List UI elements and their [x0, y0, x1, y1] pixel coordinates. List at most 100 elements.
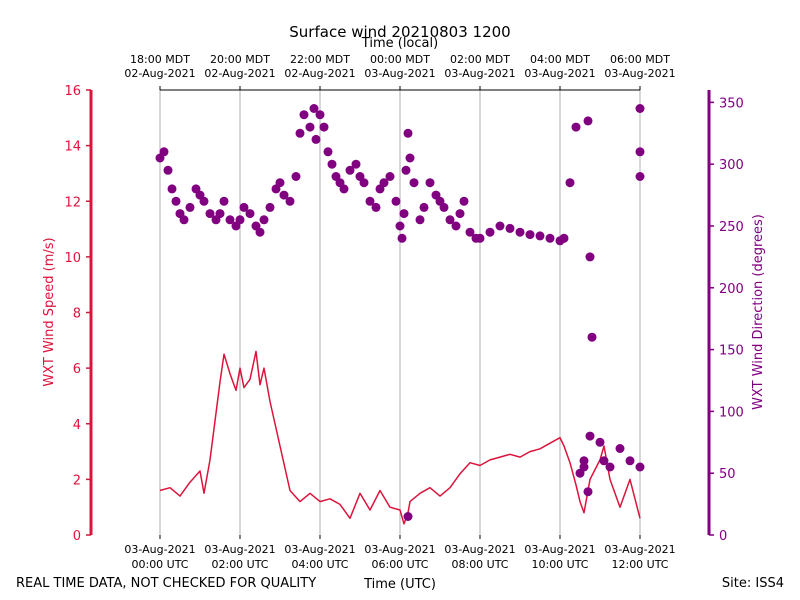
wind-direction-point: [535, 231, 545, 241]
grid-lines: [159, 90, 641, 535]
wind-direction-point: [445, 215, 455, 225]
wind-direction-point: [465, 227, 475, 237]
wind-direction-point: [455, 209, 465, 219]
wind-direction-point: [579, 462, 589, 472]
wind-direction-point: [585, 431, 595, 441]
wind-direction-point: [299, 110, 309, 120]
wind-direction-point: [305, 122, 315, 132]
wind-direction-point: [475, 233, 485, 243]
wind-direction-point: [285, 196, 295, 206]
x-top-tick-label-date: 03-Aug-2021: [604, 67, 675, 80]
wind-direction-point: [371, 202, 381, 212]
x-top-tick-label-time: 22:00 MDT: [290, 53, 350, 66]
wind-direction-point: [583, 487, 593, 497]
wind-direction-point: [625, 456, 635, 466]
y-axis-left-label: WXT Wind Speed (m/s): [42, 237, 57, 386]
x-tick-label-time: 04:00 UTC: [291, 558, 348, 571]
wind-direction-point: [505, 223, 515, 233]
y-left-tick-label: 10: [64, 251, 81, 266]
wind-direction-point: [345, 165, 355, 175]
wind-direction-point: [485, 227, 495, 237]
y-left-tick-label: 12: [64, 195, 81, 210]
x-tick-label-date: 03-Aug-2021: [604, 543, 675, 556]
wind-direction-point: [415, 215, 425, 225]
wind-direction-point: [459, 196, 469, 206]
wind-direction-point: [309, 104, 319, 113]
wind-direction-point: [583, 116, 593, 126]
site-label: Site: ISS4: [722, 576, 784, 591]
y-left-tick-label: 14: [64, 140, 81, 155]
wind-direction-point: [635, 172, 645, 181]
wind-direction-point: [635, 104, 645, 113]
y-right-tick-label: 350: [719, 96, 744, 111]
wind-direction-point: [579, 456, 589, 466]
wind-direction-point: [167, 184, 177, 194]
x-tick-label-time: 06:00 UTC: [371, 558, 428, 571]
wind-direction-point: [425, 178, 435, 188]
y-right-tick-label: 200: [719, 282, 744, 297]
wind-direction-point: [571, 122, 581, 132]
y-left-tick-label: 4: [73, 418, 81, 433]
wind-direction-point: [275, 178, 285, 188]
wind-direction-point: [219, 196, 229, 206]
x-tick-label-time: 12:00 UTC: [611, 558, 668, 571]
y-axis-right-label: WXT Wind Direction (degrees): [751, 214, 766, 410]
wind-direction-point: [385, 172, 395, 181]
y-right-tick-label: 250: [719, 220, 744, 235]
y-left-tick-label: 16: [64, 84, 81, 99]
wind-direction-point: [179, 215, 189, 225]
wind-direction-point: [239, 202, 249, 212]
wind-direction-point: [235, 215, 245, 225]
x-top-tick-label-time: 18:00 MDT: [130, 53, 190, 66]
wind-direction-point: [397, 233, 407, 243]
x-tick-label-date: 03-Aug-2021: [364, 543, 435, 556]
wind-direction-point: [559, 233, 569, 243]
x-top-tick-label-date: 02-Aug-2021: [124, 67, 195, 80]
x-top-tick-label-date: 02-Aug-2021: [204, 67, 275, 80]
x-top-tick-label-date: 03-Aug-2021: [364, 67, 435, 80]
y-right-tick-label: 300: [719, 158, 744, 173]
x-top-tick-label-time: 00:00 MDT: [370, 53, 430, 66]
wind-direction-point: [635, 462, 645, 472]
wind-direction-point: [255, 227, 265, 237]
wind-direction-point: [199, 196, 209, 206]
wind-direction-point: [403, 512, 413, 521]
x-tick-label-time: 08:00 UTC: [451, 558, 508, 571]
wind-direction-point: [495, 221, 505, 231]
wind-direction-point: [515, 227, 525, 237]
wind-direction-point: [185, 202, 195, 212]
wind-direction-point: [401, 165, 411, 175]
x-top-tick-label-time: 02:00 MDT: [450, 53, 510, 66]
wind-direction-point: [171, 196, 181, 206]
wind-direction-point: [351, 159, 361, 169]
x-tick-label-date: 03-Aug-2021: [284, 543, 355, 556]
wind-direction-point: [311, 134, 321, 144]
wind-direction-point: [295, 128, 305, 138]
wind-direction-point: [365, 196, 375, 206]
x-top-tick-label-date: 02-Aug-2021: [284, 67, 355, 80]
wind-direction-point: [291, 172, 301, 181]
wind-direction-point: [163, 165, 173, 175]
wind-direction-point: [409, 178, 419, 188]
wind-direction-point: [359, 178, 369, 188]
x-axis-label: Time (UTC): [363, 577, 436, 592]
wind-direction-point: [585, 252, 595, 262]
direction-series: [155, 104, 645, 521]
wind-direction-point: [225, 215, 235, 225]
wind-direction-point: [399, 209, 409, 219]
wind-direction-point: [391, 196, 401, 206]
wind-direction-point: [439, 202, 449, 212]
wind-direction-point: [205, 209, 215, 219]
x-tick-label-time: 10:00 UTC: [531, 558, 588, 571]
speed-series: [159, 350, 641, 525]
x-tick-label-date: 03-Aug-2021: [444, 543, 515, 556]
wind-direction-point: [635, 147, 645, 157]
wind-direction-point: [419, 202, 429, 212]
wind-direction-point: [565, 178, 575, 188]
wind-direction-point: [525, 230, 535, 240]
wind-direction-point: [587, 332, 597, 342]
y-right-tick-label: 100: [719, 405, 744, 420]
y-left-tick-label: 2: [73, 473, 81, 488]
x-tick-label-time: 02:00 UTC: [211, 558, 268, 571]
quality-disclaimer: REAL TIME DATA, NOT CHECKED FOR QUALITY: [16, 576, 316, 591]
